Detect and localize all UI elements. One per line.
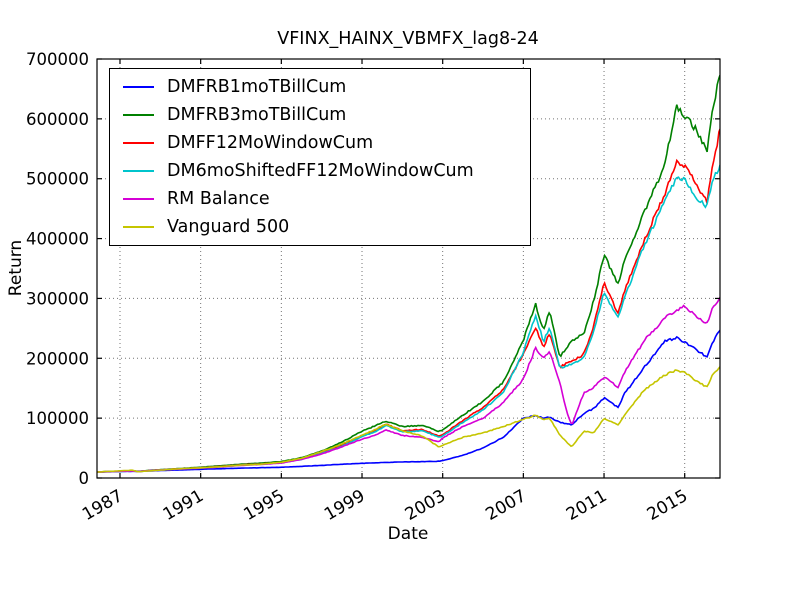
series-line-5 [97,366,720,473]
x-tick-label: 1999 [321,486,368,525]
legend-item: DMFF12MoWindowCum [110,130,530,157]
y-tick-label: 500000 [26,170,89,189]
legend-line-swatch [123,170,154,172]
series-line-4 [97,296,720,473]
y-tick-label: 400000 [26,230,89,249]
x-tick-label: 1987 [79,486,126,525]
x-tick-label: 1991 [160,486,207,525]
legend-label: DM6moShiftedFF12MoWindowCum [167,161,474,181]
chart-title: VFINX_HAINX_VBMFX_lag8-24 [277,29,539,49]
legend-item: DMFRB1moTBillCum [110,74,530,101]
x-axis-label: Date [387,524,429,544]
series-line-0 [97,329,720,473]
legend: DMFRB1moTBillCum DMFRB3moTBillCum DMFF12… [109,68,531,246]
legend-item: Vanguard 500 [110,214,530,241]
legend-line-swatch [123,114,154,116]
legend-label: Vanguard 500 [167,217,290,237]
legend-line-swatch [123,226,154,228]
y-tick-label: 100000 [26,409,89,428]
x-tick-label: 1995 [240,486,287,525]
legend-label: DMFRB3moTBillCum [167,105,347,125]
x-tick-label: 2003 [402,486,449,525]
y-tick-label: 600000 [26,110,89,129]
legend-item: DM6moShiftedFF12MoWindowCum [110,158,530,185]
x-tick-label: 2007 [482,486,529,525]
legend-item: RM Balance [110,186,530,213]
legend-item: DMFRB3moTBillCum [110,102,530,129]
plot-border [96,58,721,479]
legend-line-swatch [123,142,154,144]
x-tick-label: 2011 [563,486,610,525]
y-tick-label: 200000 [26,349,89,368]
legend-line-swatch [123,198,154,200]
x-tick-label: 2015 [644,486,691,525]
legend-label: DMFRB1moTBillCum [167,77,347,97]
y-tick-label: 0 [79,469,90,488]
y-tick-label: 700000 [26,50,89,69]
legend-label: DMFF12MoWindowCum [167,133,374,153]
y-tick-label: 300000 [26,289,89,308]
legend-line-swatch [123,86,154,88]
legend-label: RM Balance [167,189,270,209]
